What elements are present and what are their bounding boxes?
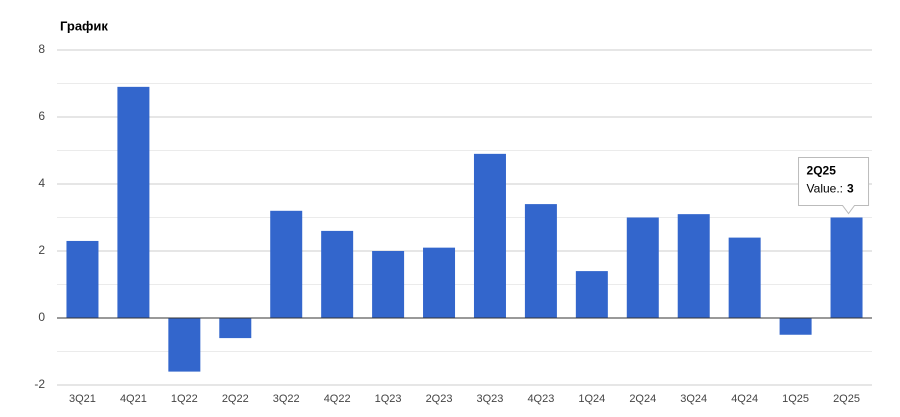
bar xyxy=(423,247,456,318)
bar xyxy=(677,214,710,318)
tooltip: 2Q25 Value.: 3 xyxy=(798,157,870,215)
bar xyxy=(219,318,252,339)
bar xyxy=(321,230,354,318)
bar xyxy=(66,240,99,318)
x-tick-label: 1Q24 xyxy=(578,393,605,405)
bar xyxy=(779,318,812,335)
y-tick-label: 0 xyxy=(38,310,45,324)
x-tick-label: 3Q23 xyxy=(477,393,504,405)
x-tick-label: 4Q21 xyxy=(120,393,147,405)
y-tick-label: 2 xyxy=(38,243,45,257)
x-tick-label: 4Q22 xyxy=(324,393,351,405)
x-tick-label: 2Q25 xyxy=(833,393,860,405)
bar xyxy=(270,210,303,318)
x-tick-label: 3Q22 xyxy=(273,393,300,405)
x-tick-label: 1Q23 xyxy=(375,393,402,405)
x-tick-label: 3Q21 xyxy=(69,393,96,405)
y-tick-label: 4 xyxy=(38,176,45,190)
bar xyxy=(372,251,405,318)
bar xyxy=(117,86,150,318)
chart-title: График xyxy=(60,18,108,33)
tooltip-label: Value.: 3 xyxy=(807,182,854,196)
x-tick-label: 2Q22 xyxy=(222,393,249,405)
bar xyxy=(524,204,557,318)
tooltip-label-text: Value.: xyxy=(807,182,843,196)
x-tick-label: 1Q25 xyxy=(782,393,809,405)
y-tick-label: 6 xyxy=(38,109,45,123)
tooltip-box xyxy=(798,157,870,215)
x-tick-label: 3Q24 xyxy=(680,393,707,405)
bar xyxy=(473,153,506,318)
x-tick-label: 4Q23 xyxy=(527,393,554,405)
y-tick-label: 8 xyxy=(38,42,45,56)
bar xyxy=(728,237,761,318)
bar xyxy=(575,271,608,318)
bar xyxy=(168,318,201,372)
x-tick-label: 2Q24 xyxy=(629,393,656,405)
x-tick-label: 1Q22 xyxy=(171,393,198,405)
x-tick-label: 4Q24 xyxy=(731,393,758,405)
tooltip-title: 2Q25 xyxy=(807,164,837,178)
x-tick-label: 2Q23 xyxy=(426,393,453,405)
y-tick-label: -2 xyxy=(34,377,45,391)
bar xyxy=(830,217,863,318)
bar xyxy=(626,217,659,318)
tooltip-value: 3 xyxy=(847,182,854,196)
